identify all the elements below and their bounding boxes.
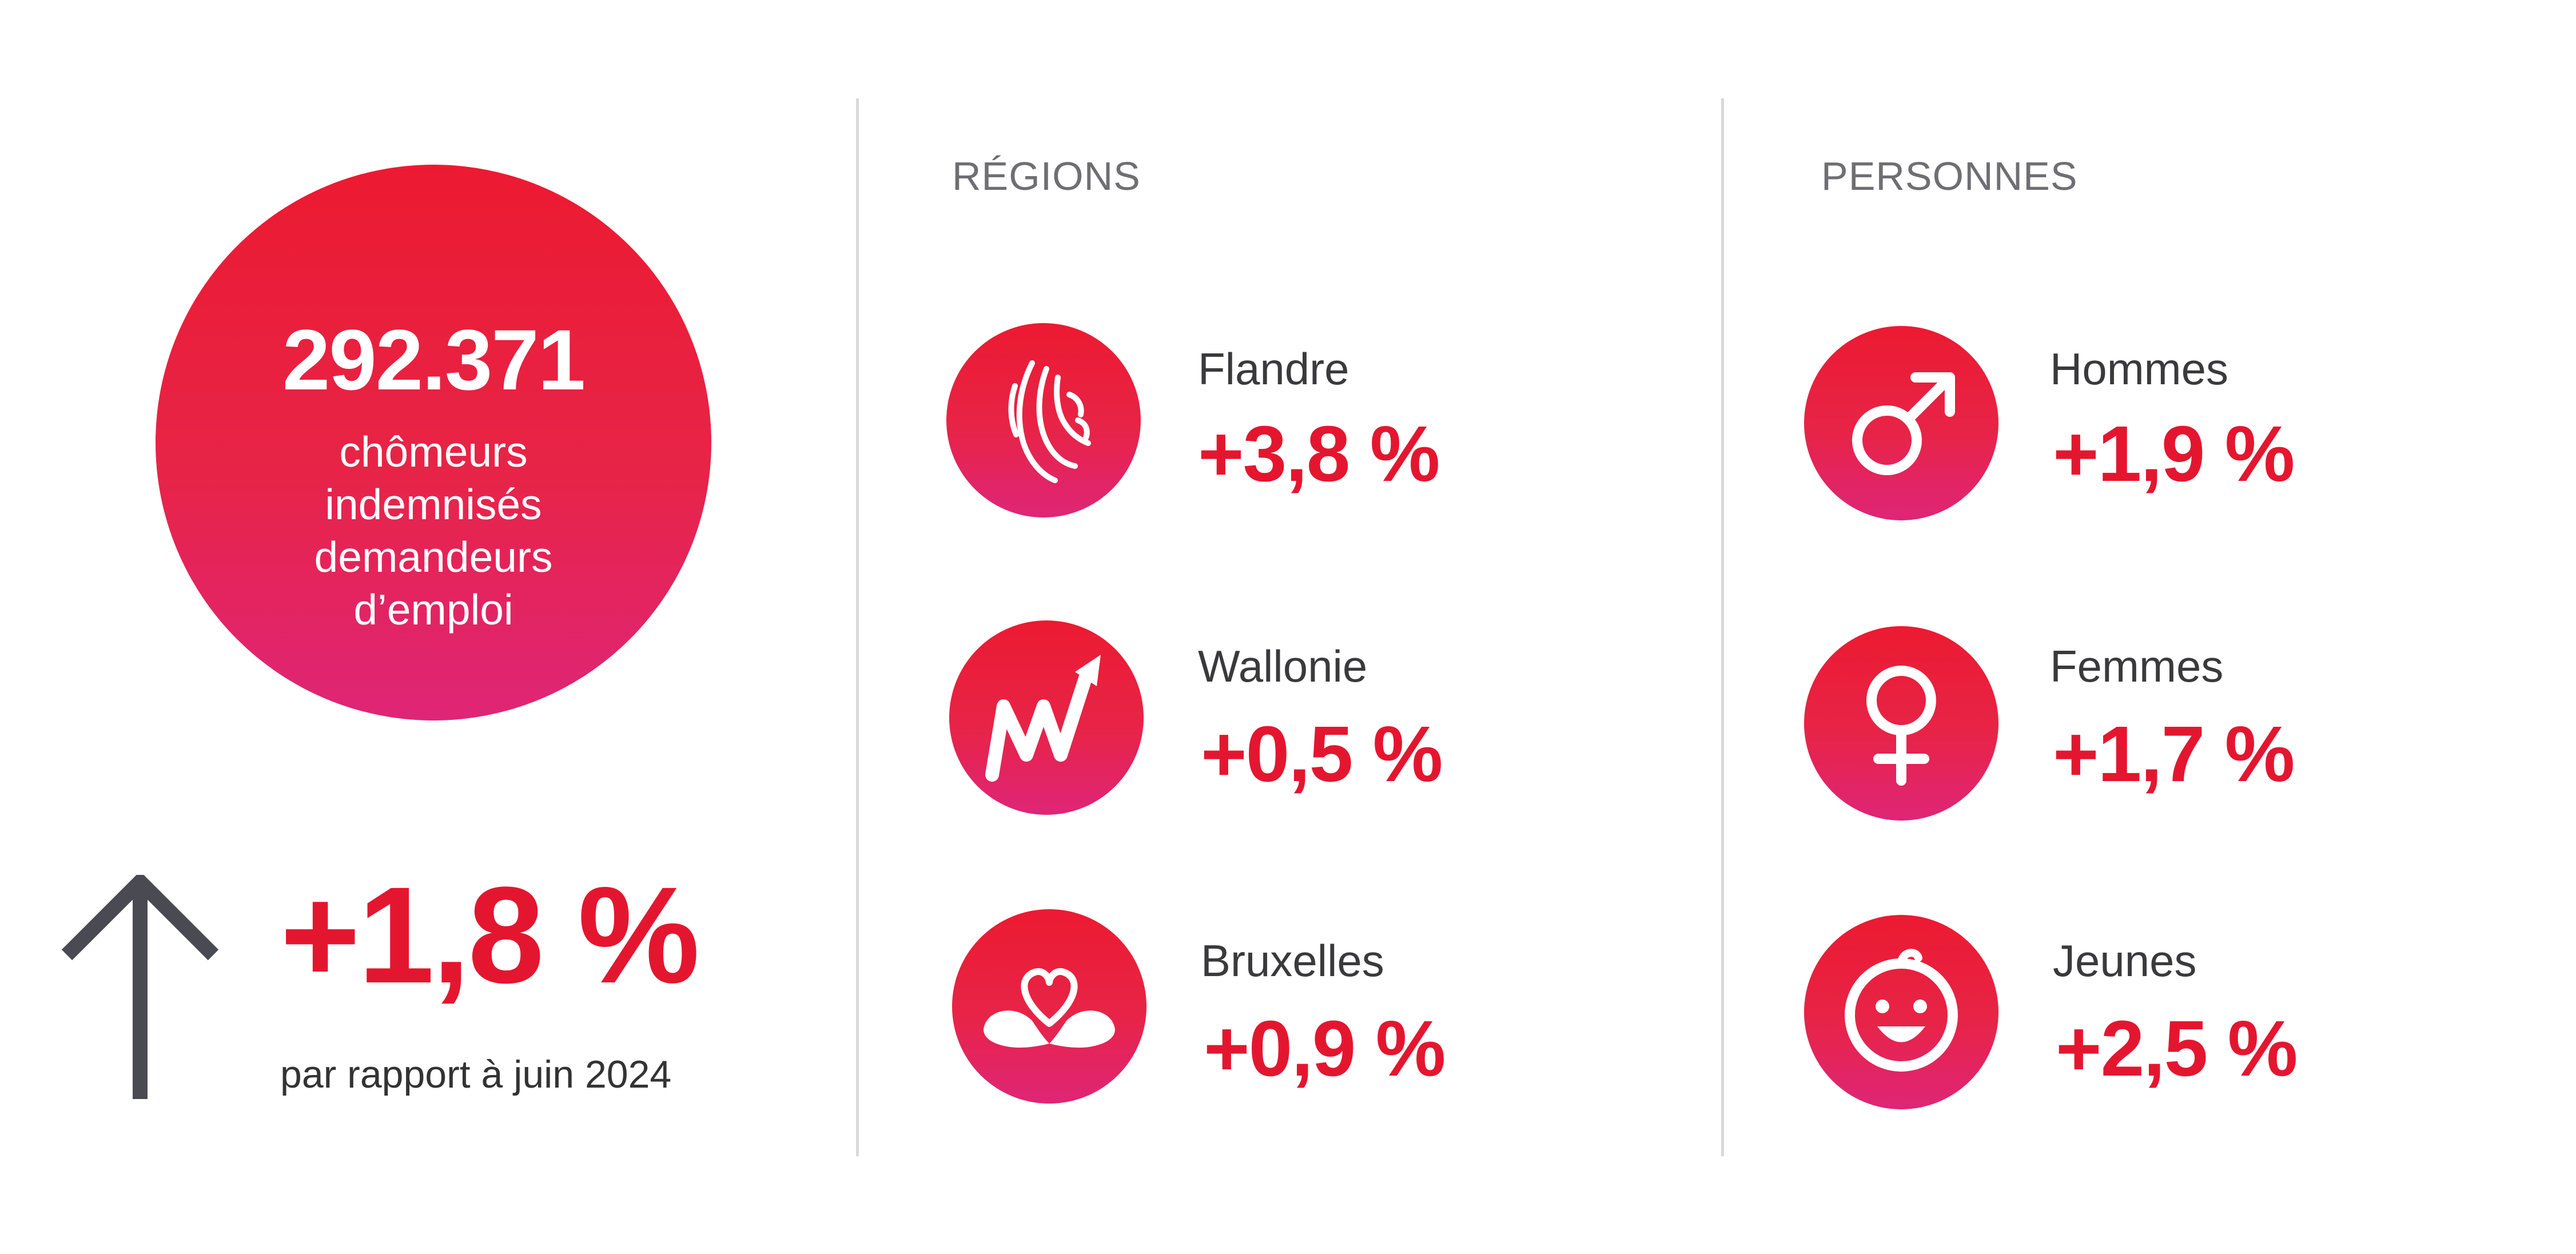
hero-description-line: d’emploi [353,586,513,634]
arrow-up-icon [61,875,219,1099]
male-symbol-icon [1804,326,1998,520]
region-label-bruxelles: Bruxelles [1201,935,1384,986]
hero-description-line: demandeurs [314,533,553,581]
divider [1721,98,1724,1156]
trend-caption: par rapport à juin 2024 [280,1053,672,1096]
person-label-hommes: Hommes [2050,344,2229,394]
person-label-jeunes: Jeunes [2053,935,2197,986]
baby-face-icon [1804,915,1998,1109]
person-value-hommes: +1,9 % [2053,410,2295,498]
person-value-femmes: +1,7 % [2053,710,2295,798]
region-label-wallonie: Wallonie [1198,641,1368,691]
female-symbol-icon [1804,626,1998,821]
hero-number: 292.371 [282,312,586,408]
region-value-flandre: +3,8 % [1198,410,1440,498]
hero-description: chômeurs indemnisés demandeurs d’emploi [156,425,711,636]
brussels-heart-icon [952,909,1146,1104]
region-value-wallonie: +0,5 % [1201,710,1443,798]
hero-description-line: indemnisés [325,480,542,528]
person-label-femmes: Femmes [2050,641,2224,691]
wallonia-w-icon [949,620,1144,815]
region-label-flandre: Flandre [1198,344,1349,394]
hero-description-line: chômeurs [339,428,528,476]
hero-circle: 292.371 chômeurs indemnisés demandeurs d… [156,165,711,720]
trend-value: +1,8 % [280,858,700,1012]
region-value-bruxelles: +0,9 % [1204,1005,1446,1093]
flemish-lion-icon [946,323,1141,517]
regions-title: RÉGIONS [952,154,1141,198]
persons-title: PERSONNES [1821,154,2078,198]
person-value-jeunes: +2,5 % [2056,1005,2298,1093]
divider [856,98,859,1156]
